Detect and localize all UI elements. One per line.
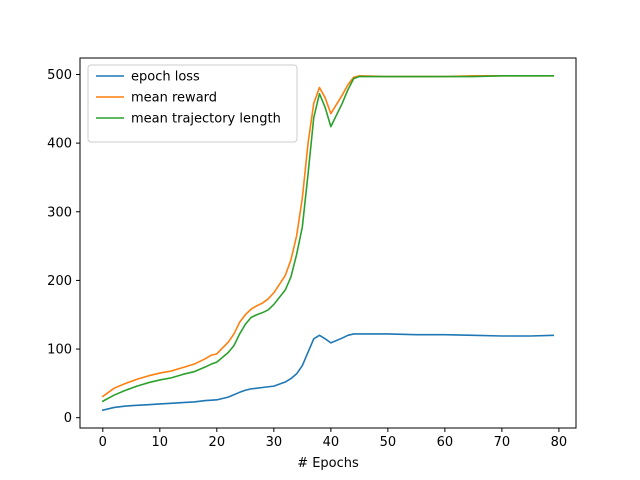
y-tick-label: 400: [47, 137, 72, 152]
x-axis-label: # Epochs: [297, 456, 359, 471]
y-axis: 0 100 200 300 400 500: [47, 68, 80, 426]
y-tick-label: 200: [47, 274, 72, 289]
y-tick-label: 0: [64, 411, 72, 426]
plot-lines: [101, 75, 555, 412]
legend-label-epoch-loss: epoch loss: [131, 70, 200, 85]
legend-box: [87, 64, 298, 143]
series-line-mean-trajectory-length: [101, 75, 554, 403]
x-tick-label: 60: [437, 435, 454, 450]
legend-label-mean-reward: mean reward: [131, 91, 217, 106]
x-tick-label: 10: [152, 435, 169, 450]
x-tick-label: 50: [380, 435, 397, 450]
x-tick-label: 80: [551, 435, 568, 450]
legend-label-mean-trajectory-length: mean trajectory length: [131, 112, 281, 127]
y-tick-label: 300: [47, 205, 72, 220]
plot-frame: [79, 57, 577, 429]
x-tick-label: 70: [494, 435, 511, 450]
x-tick-label: 40: [323, 435, 340, 450]
x-tick-label: 30: [266, 435, 283, 450]
x-tick-label: 0: [99, 435, 107, 450]
legend: epoch loss mean reward mean trajectory len…: [87, 64, 298, 143]
y-tick-label: 500: [47, 68, 72, 83]
x-tick-label: 20: [209, 435, 226, 450]
x-axis: 0 10 20 30 40 50 60 70 80: [99, 428, 568, 450]
y-tick-label: 100: [47, 343, 72, 358]
series-line-epoch-loss: [101, 333, 555, 412]
